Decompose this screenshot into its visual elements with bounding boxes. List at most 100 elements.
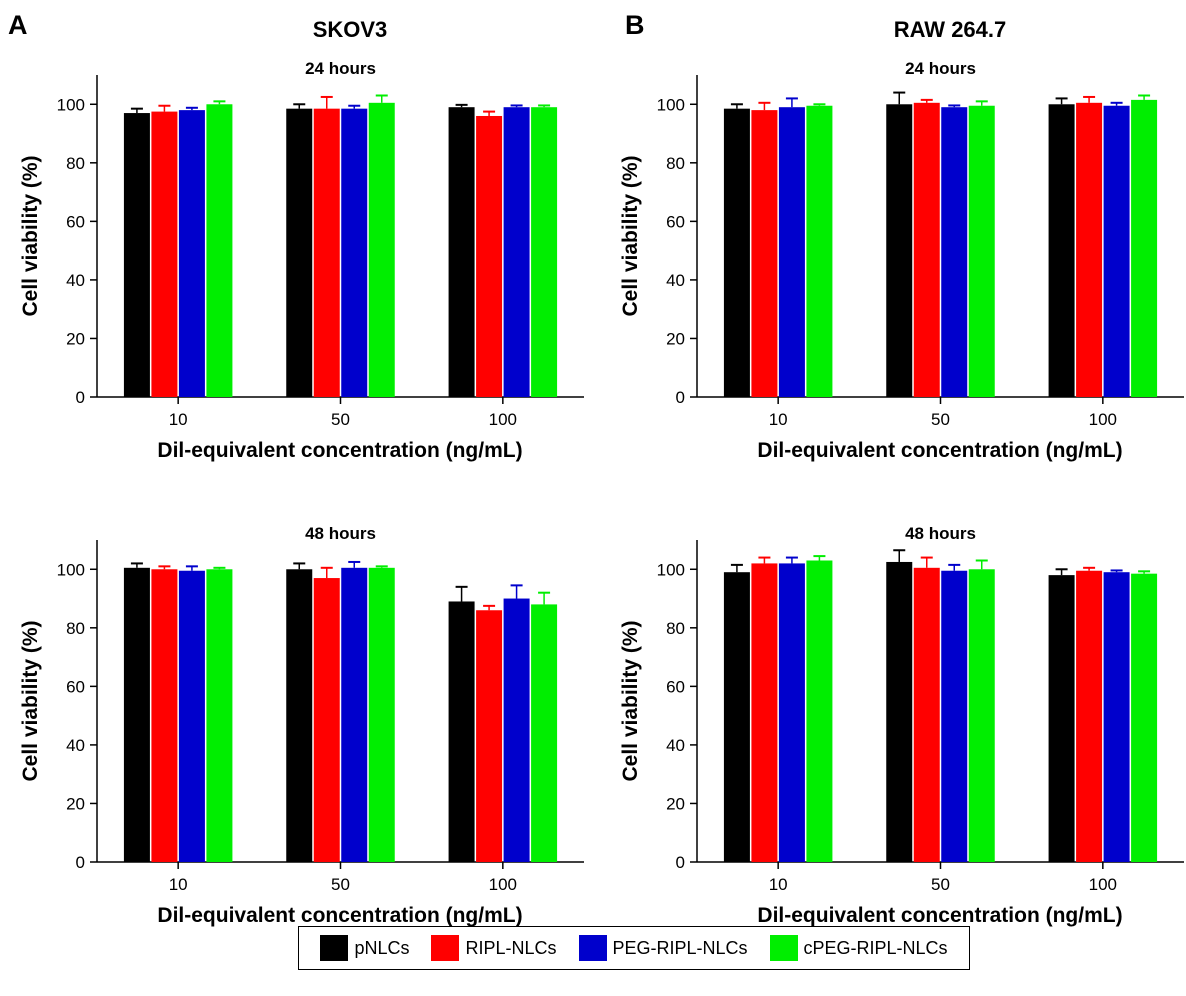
- bar: [1131, 99, 1158, 397]
- x-tick-label: 100: [1089, 410, 1117, 429]
- bar: [913, 567, 940, 862]
- bar: [206, 104, 233, 397]
- subplot-title: 24 hours: [905, 59, 976, 78]
- y-axis-label: Cell viability (%): [19, 155, 42, 316]
- legend-item-ripl-nlcs: RIPL-NLCs: [431, 935, 557, 961]
- bar: [123, 567, 150, 862]
- bar: [886, 104, 913, 397]
- bar: [503, 598, 530, 862]
- legend-swatch-pnlcs: [320, 935, 349, 961]
- y-tick-label: 20: [666, 794, 685, 813]
- bar: [913, 102, 940, 398]
- bar: [806, 560, 833, 862]
- y-tick-label: 100: [657, 560, 685, 579]
- y-tick-label: 40: [66, 271, 85, 290]
- panel-title-raw: RAW 264.7: [893, 17, 1007, 42]
- y-tick-label: 0: [76, 388, 85, 407]
- bar: [941, 570, 968, 862]
- bar: [206, 569, 233, 862]
- y-tick-label: 100: [657, 95, 685, 114]
- bar: [503, 107, 530, 397]
- bar: [941, 107, 968, 397]
- x-tick-label: 10: [769, 410, 788, 429]
- bar: [751, 563, 778, 862]
- legend-item-cpeg-ripl-nlcs: cPEG-RIPL-NLCs: [769, 935, 948, 961]
- legend-label-ripl-nlcs: RIPL-NLCs: [465, 937, 557, 958]
- bar: [1076, 570, 1103, 862]
- y-tick-label: 80: [666, 154, 685, 173]
- x-axis-label: Dil-equivalent concentration (ng/mL): [757, 904, 1122, 927]
- bar: [968, 105, 995, 397]
- x-tick-label: 50: [931, 410, 950, 429]
- legend-label-pnlcs: pNLCs: [354, 937, 410, 958]
- y-tick-label: 100: [57, 560, 85, 579]
- bar: [313, 108, 340, 397]
- y-tick-label: 0: [76, 853, 85, 872]
- subplot-title: 48 hours: [305, 524, 376, 543]
- bar: [448, 601, 475, 862]
- bar: [531, 107, 558, 397]
- y-tick-label: 100: [57, 95, 85, 114]
- bar: [341, 567, 368, 862]
- bar: [178, 570, 205, 862]
- y-tick-label: 40: [666, 271, 685, 290]
- bar: [341, 108, 368, 397]
- legend-swatch-peg-ripl-nlcs: [578, 935, 607, 961]
- bar: [886, 561, 913, 862]
- bar: [151, 111, 178, 397]
- bar: [313, 578, 340, 862]
- bar: [476, 115, 503, 398]
- x-tick-label: 10: [769, 875, 788, 894]
- bar: [1048, 104, 1075, 397]
- chart-raw-24h: 24 hours 0 20 40 60 80 100 Cell viability (%) Di…: [619, 59, 1184, 462]
- legend-item-peg-ripl-nlcs: PEG-RIPL-NLCs: [578, 935, 748, 961]
- y-tick-label: 60: [666, 212, 685, 231]
- y-tick-label: 40: [66, 736, 85, 755]
- bar: [368, 102, 395, 398]
- x-tick-label: 10: [169, 410, 188, 429]
- panel-letter-a: A: [8, 10, 28, 40]
- bar: [286, 569, 313, 862]
- bar: [1103, 572, 1130, 862]
- bar: [1076, 102, 1103, 398]
- x-tick-label: 100: [1089, 875, 1117, 894]
- bar: [1131, 573, 1158, 862]
- y-tick-label: 20: [66, 794, 85, 813]
- legend-label-cpeg-ripl-nlcs: cPEG-RIPL-NLCs: [803, 937, 948, 958]
- panel-letter-b: B: [625, 10, 645, 40]
- chart-skov3-24h: 24 hours 0 20 40 60 80 100 Cell viability (%) Di…: [19, 59, 584, 462]
- x-tick-label: 50: [931, 875, 950, 894]
- legend-label-peg-ripl-nlcs: PEG-RIPL-NLCs: [612, 937, 748, 958]
- x-tick-label: 100: [489, 875, 517, 894]
- y-tick-label: 80: [66, 619, 85, 638]
- x-tick-label: 100: [489, 410, 517, 429]
- bar: [448, 107, 475, 397]
- bar: [178, 110, 205, 398]
- bar: [1048, 575, 1075, 862]
- legend-swatch-ripl-nlcs: [431, 935, 460, 961]
- bar: [151, 569, 178, 862]
- y-tick-label: 80: [66, 154, 85, 173]
- chart-skov3-48h: 48 hours 0 20 40 60 80 100 Cell viability (%) Di…: [19, 524, 584, 927]
- bar: [286, 108, 313, 397]
- bar: [806, 105, 833, 397]
- bar: [968, 569, 995, 862]
- bar: [723, 108, 750, 397]
- bar: [531, 604, 558, 862]
- bar: [723, 572, 750, 862]
- subplot-title: 48 hours: [905, 524, 976, 543]
- x-axis-label: Dil-equivalent concentration (ng/mL): [757, 439, 1122, 462]
- y-tick-label: 0: [676, 388, 685, 407]
- y-tick-label: 40: [666, 736, 685, 755]
- y-tick-label: 60: [66, 212, 85, 231]
- x-axis-label: Dil-equivalent concentration (ng/mL): [157, 904, 522, 927]
- y-axis-label: Cell viability (%): [619, 620, 642, 781]
- y-axis-label: Cell viability (%): [19, 620, 42, 781]
- y-tick-label: 80: [666, 619, 685, 638]
- bar: [751, 110, 778, 398]
- y-tick-label: 20: [66, 329, 85, 348]
- x-tick-label: 10: [169, 875, 188, 894]
- y-tick-label: 60: [666, 677, 685, 696]
- y-tick-label: 20: [666, 329, 685, 348]
